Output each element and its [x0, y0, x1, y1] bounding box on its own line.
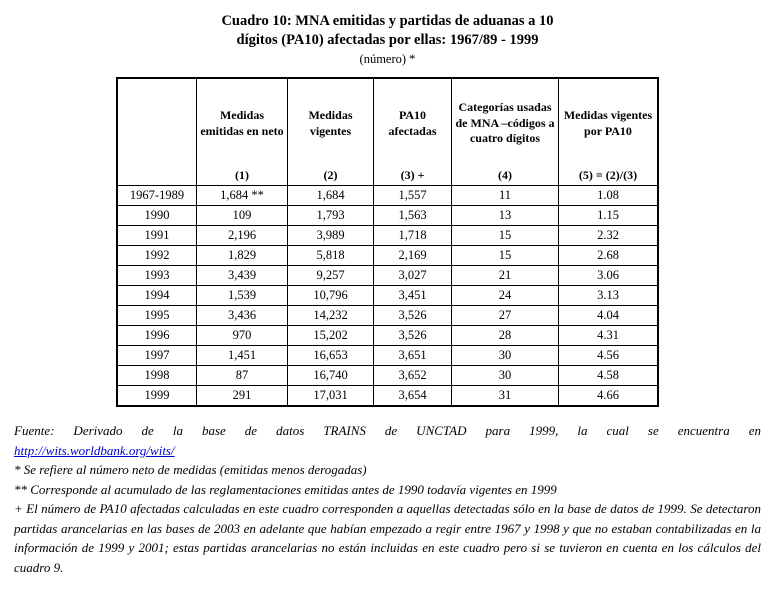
note-double-star: ** Corresponde al acumulado de las regla… [14, 481, 557, 497]
value-cell: 3,651 [373, 345, 452, 367]
value-cell: 1,793 [287, 205, 374, 227]
page-subtitle: (número) * [359, 52, 416, 67]
value-cell: 16,740 [287, 365, 374, 387]
value-cell: 2.68 [558, 245, 659, 267]
value-cell: 1.15 [558, 205, 659, 227]
value-cell: 2,169 [373, 245, 452, 267]
value-cell: 13 [451, 205, 559, 227]
value-cell: 14,232 [287, 305, 374, 327]
value-cell: 3,027 [373, 265, 452, 287]
value-cell: 2,196 [196, 225, 288, 247]
value-cell: 970 [196, 325, 288, 347]
year-cell: 1996 [116, 325, 197, 347]
value-cell: 21 [451, 265, 559, 287]
wits-link[interactable]: http://wits.worldbank.org/wits/ [14, 442, 175, 458]
value-cell: 10,796 [287, 285, 374, 307]
mna-table: Medidas emitidas en neto (1) Medidas vigen… [116, 77, 659, 408]
table-body: 1967-1989 1,684 ** 1,684 1,557 11 1.08 1990 109… [116, 185, 659, 407]
page-title-line2: dígitos (PA10) afectadas por ellas: 1967… [236, 31, 539, 48]
value-cell: 3,526 [373, 305, 452, 327]
value-cell: 4.66 [558, 385, 659, 407]
year-cell: 1994 [116, 285, 197, 307]
value-cell: 9,257 [287, 265, 374, 287]
value-cell: 87 [196, 365, 288, 387]
value-cell: 1,451 [196, 345, 288, 367]
table-header: Medidas emitidas en neto (1) Medidas vigen… [116, 77, 659, 187]
value-cell: 1,684 [287, 185, 374, 207]
value-cell: 1.08 [558, 185, 659, 207]
note-plus: + El número de PA10 afectadas calculadas… [14, 501, 761, 575]
value-cell: 4.31 [558, 325, 659, 347]
value-cell: 4.04 [558, 305, 659, 327]
value-cell: 3,451 [373, 285, 452, 307]
year-cell: 1995 [116, 305, 197, 327]
source-link-line: http://wits.worldbank.org/wits/ [14, 441, 761, 461]
value-cell: 1,829 [196, 245, 288, 267]
column-header: Medidas emitidas en neto (1) [196, 77, 288, 187]
value-cell: 1,684 ** [196, 185, 288, 207]
year-cell: 1967-1989 [116, 185, 197, 207]
year-cell: 1998 [116, 365, 197, 387]
table-row: 1995 3,436 14,232 3,526 27 4.04 [116, 305, 659, 327]
table-row: 1997 1,451 16,653 3,651 30 4.56 [116, 345, 659, 367]
value-cell: 291 [196, 385, 288, 407]
value-cell: 3,652 [373, 365, 452, 387]
value-cell: 30 [451, 365, 559, 387]
column-header: Medidas vigentes por PA10 (5) = (2)/(3) [558, 77, 659, 187]
value-cell: 3,989 [287, 225, 374, 247]
year-cell: 1997 [116, 345, 197, 367]
value-cell: 2.32 [558, 225, 659, 247]
note-star: * Se refiere al número neto de medidas (… [14, 462, 367, 478]
year-cell: 1999 [116, 385, 197, 407]
value-cell: 109 [196, 205, 288, 227]
value-cell: 3.13 [558, 285, 659, 307]
table-row: 1992 1,829 5,818 2,169 15 2.68 [116, 245, 659, 267]
value-cell: 1,539 [196, 285, 288, 307]
value-cell: 24 [451, 285, 559, 307]
column-header: Medidas vigentes (2) [287, 77, 374, 187]
table-row: 1990 109 1,793 1,563 13 1.15 [116, 205, 659, 227]
source-note: Fuente: Derivado de la base de datos TRA… [14, 423, 761, 439]
table-row: 1998 87 16,740 3,652 30 4.58 [116, 365, 659, 387]
year-cell: 1991 [116, 225, 197, 247]
value-cell: 28 [451, 325, 559, 347]
value-cell: 15,202 [287, 325, 374, 347]
value-cell: 1,557 [373, 185, 452, 207]
page-title-line1: Cuadro 10: MNA emitidas y partidas de ad… [221, 13, 554, 29]
table-row: 1993 3,439 9,257 3,027 21 3.06 [116, 265, 659, 287]
year-cell: 1993 [116, 265, 197, 287]
year-cell: 1990 [116, 205, 197, 227]
value-cell: 4.58 [558, 365, 659, 387]
value-cell: 30 [451, 345, 559, 367]
value-cell: 15 [451, 225, 559, 247]
value-cell: 27 [451, 305, 559, 327]
table-row: 1967-1989 1,684 ** 1,684 1,557 11 1.08 [116, 185, 659, 207]
column-header: PA10 afectadas (3) + [373, 77, 452, 187]
value-cell: 16,653 [287, 345, 374, 367]
header-row: Medidas emitidas en neto (1) Medidas vigen… [116, 77, 659, 187]
value-cell: 3,526 [373, 325, 452, 347]
value-cell: 3,439 [196, 265, 288, 287]
table-row: 1999 291 17,031 3,654 31 4.66 [116, 385, 659, 407]
value-cell: 11 [451, 185, 559, 207]
footnotes: Fuente: Derivado de la base de datos TRA… [14, 421, 761, 577]
value-cell: 5,818 [287, 245, 374, 267]
table-row: 1991 2,196 3,989 1,718 15 2.32 [116, 225, 659, 247]
value-cell: 3,436 [196, 305, 288, 327]
value-cell: 3,654 [373, 385, 452, 407]
value-cell: 15 [451, 245, 559, 267]
table-row: 1996 970 15,202 3,526 28 4.31 [116, 325, 659, 347]
column-header [116, 77, 197, 187]
value-cell: 3.06 [558, 265, 659, 287]
column-header: Categorías usadas de MNA –códigos a cuat… [451, 77, 559, 187]
value-cell: 1,718 [373, 225, 452, 247]
value-cell: 31 [451, 385, 559, 407]
year-cell: 1992 [116, 245, 197, 267]
table-row: 1994 1,539 10,796 3,451 24 3.13 [116, 285, 659, 307]
value-cell: 1,563 [373, 205, 452, 227]
value-cell: 4.56 [558, 345, 659, 367]
title-block: Cuadro 10: MNA emitidas y partidas de ad… [14, 12, 761, 67]
value-cell: 17,031 [287, 385, 374, 407]
